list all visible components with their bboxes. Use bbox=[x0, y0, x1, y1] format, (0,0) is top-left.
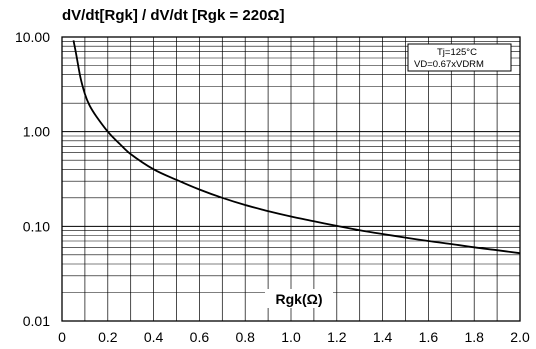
x-tick-label: 0.6 bbox=[190, 329, 210, 345]
series-line bbox=[72, 40, 521, 255]
x-tick-label: 1.6 bbox=[419, 329, 439, 345]
series-layer bbox=[72, 40, 521, 255]
grid bbox=[62, 37, 520, 321]
y-tick-label: 10.00 bbox=[15, 29, 50, 45]
chart-title: dV/dt[Rgk] / dV/dt [Rgk = 220Ω] bbox=[62, 7, 284, 24]
x-tick-label: 0.8 bbox=[235, 329, 255, 345]
conditions-box: Tj=125°C VD=0.67xVDRM bbox=[407, 43, 512, 72]
y-tick-label: 1.00 bbox=[23, 124, 50, 140]
plot-frame bbox=[61, 36, 521, 322]
tick-labels: 0 0.2 0.4 0.6 0.8 1.0 1.2 1.4 1.6 1.8 2.0 0.01 0.10 1… bbox=[15, 29, 530, 345]
y-tick-label: 0.01 bbox=[23, 313, 50, 329]
x-tick-label: 1.2 bbox=[327, 329, 347, 345]
x-tick-label: 0.4 bbox=[144, 329, 164, 345]
x-axis-label: Rgk(Ω) bbox=[265, 289, 333, 308]
x-tick-label: 1.4 bbox=[373, 329, 393, 345]
x-axis-label-text: Rgk(Ω) bbox=[276, 291, 323, 307]
condition-temperature: Tj=125°C bbox=[437, 47, 477, 58]
x-tick-label: 0.2 bbox=[98, 329, 118, 345]
x-tick-label: 1.8 bbox=[464, 329, 484, 345]
x-tick-label: 1.0 bbox=[281, 329, 301, 345]
condition-voltage: VD=0.67xVDRM bbox=[414, 59, 484, 70]
x-tick-label: 0 bbox=[58, 329, 66, 345]
x-tick-label: 2.0 bbox=[510, 329, 530, 345]
x-axis-label-background bbox=[265, 289, 333, 308]
y-tick-label: 0.10 bbox=[23, 218, 50, 234]
conditions-box-frame bbox=[407, 43, 512, 72]
